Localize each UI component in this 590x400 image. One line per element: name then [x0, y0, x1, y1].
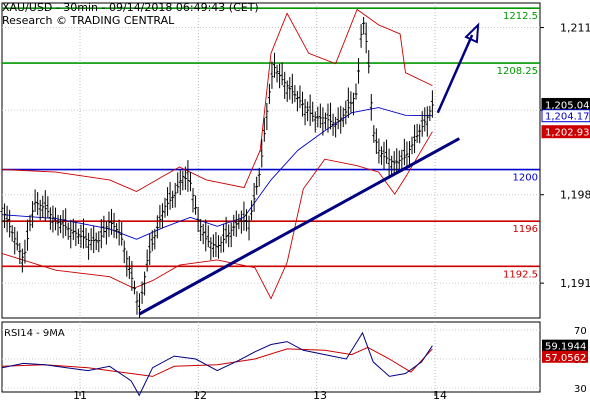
trendline: [138, 137, 461, 316]
level-label-bg: [502, 223, 538, 235]
chart-title: XAU/USD - 30min - 09/14/2018 06:49:43 (C…: [2, 1, 259, 14]
level-label: 1192.5: [503, 269, 538, 280]
level-label: 1212.5: [503, 11, 538, 22]
y-tick-label: 1,191: [560, 277, 590, 290]
y-tick-label: 1,211: [560, 22, 590, 35]
x-tick-label: 13: [313, 389, 327, 400]
level-label-bg: [502, 268, 538, 280]
x-tick-label: 12: [193, 389, 207, 400]
target-arrow-shaft: [436, 34, 474, 114]
rsi-tick-label: 70: [574, 326, 587, 337]
chart-subtitle: Research © TRADING CENTRAL: [2, 14, 175, 27]
target-arrow-head: [464, 22, 480, 44]
rsi-badge: [542, 350, 588, 363]
level-label-bg: [502, 65, 538, 77]
x-tick-label: 14: [433, 389, 447, 400]
x-tick-label: 11: [73, 389, 87, 400]
rsi-panel: [1, 321, 541, 393]
bollinger-upper-line: [1, 8, 433, 193]
level-label: 1196: [513, 224, 538, 235]
level-label: 1208.25: [497, 66, 538, 77]
price-badge: [541, 125, 590, 139]
level-label: 1200: [513, 173, 538, 184]
rsi-ma-line: [1, 346, 433, 377]
price-badge: [541, 109, 590, 123]
rsi-line: [1, 331, 433, 397]
price-badge-label: 1,202.93: [545, 128, 590, 139]
rsi-badge: [542, 339, 588, 352]
rsi-title: RSI14 - 9MA: [4, 328, 65, 339]
y-tick-label: 1,198: [560, 189, 590, 202]
rsi-tick-label: 30: [574, 384, 587, 395]
price-badge-label: 1,205.04: [545, 100, 590, 111]
price-panel: [1, 2, 541, 319]
level-label-bg: [502, 171, 538, 183]
price-badge-label: 1,204.17: [545, 112, 590, 123]
level-label-bg: [502, 10, 538, 22]
rsi-badge-label: 57.0562: [545, 353, 586, 364]
rsi-badge-label: 59.1944: [545, 342, 586, 353]
